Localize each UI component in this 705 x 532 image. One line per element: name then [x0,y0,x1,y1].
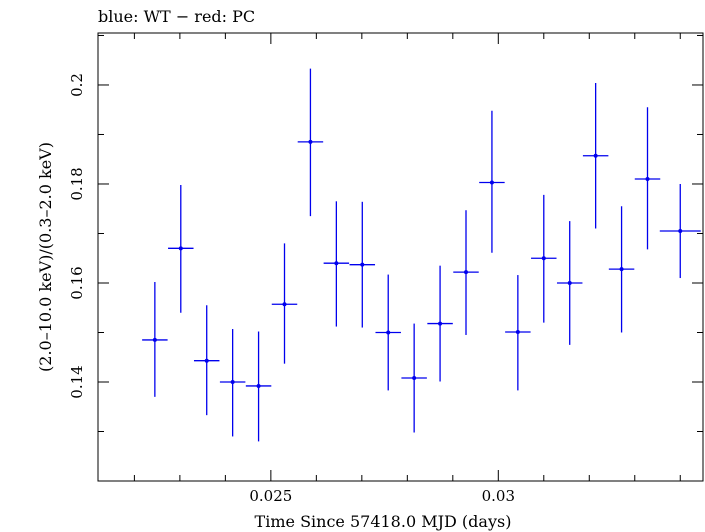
point-marker [438,321,443,326]
point-marker [412,376,417,381]
point-marker [645,177,650,182]
point-marker [204,358,209,363]
point-marker [619,267,624,272]
data-point [219,329,246,437]
data-point [168,184,194,313]
data-point [659,183,701,279]
data-point [245,331,272,442]
data-point [271,243,298,364]
point-marker [678,229,683,234]
x-tick-label: 0.03 [482,487,515,505]
data-point [297,68,324,217]
data-points [142,68,701,442]
point-marker [230,379,235,384]
point-marker [152,337,157,342]
tick-labels: 0.025 0.03 0.14 0.16 0.18 0.2 [68,73,515,505]
data-point [142,281,168,397]
data-point [323,201,350,327]
y-axis-label: (2.0–10.0 keV)/(0.3–2.0 keV) [36,142,55,372]
data-point [453,210,479,335]
data-point [634,107,661,250]
data-point [505,275,531,391]
point-marker [360,262,365,267]
data-point [193,305,220,416]
data-point [375,274,401,391]
point-marker [464,270,469,275]
point-marker [567,280,572,285]
axis-ticks [98,33,703,482]
y-tick-label: 0.18 [68,167,86,200]
data-point [531,194,557,323]
point-marker [282,302,287,307]
data-point [401,323,427,433]
data-point [349,201,376,328]
point-marker [541,256,546,261]
point-marker [256,383,261,388]
x-tick-label: 0.025 [249,487,292,505]
data-point [582,82,609,229]
point-marker [308,139,313,144]
y-tick-label: 0.14 [68,365,86,398]
data-point [608,206,635,333]
point-marker [386,330,391,335]
point-marker [593,153,598,158]
data-point [556,221,583,345]
point-marker [489,180,494,185]
plot-frame [97,32,704,482]
point-marker [334,261,339,266]
chart-title: blue: WT − red: PC [98,7,255,26]
data-point [479,110,505,253]
point-marker [178,246,183,251]
data-point [427,265,453,382]
x-axis-label: Time Since 57418.0 MJD (days) [255,512,512,531]
y-tick-label: 0.16 [68,266,86,299]
point-marker [515,329,520,334]
y-tick-label: 0.2 [68,73,86,97]
